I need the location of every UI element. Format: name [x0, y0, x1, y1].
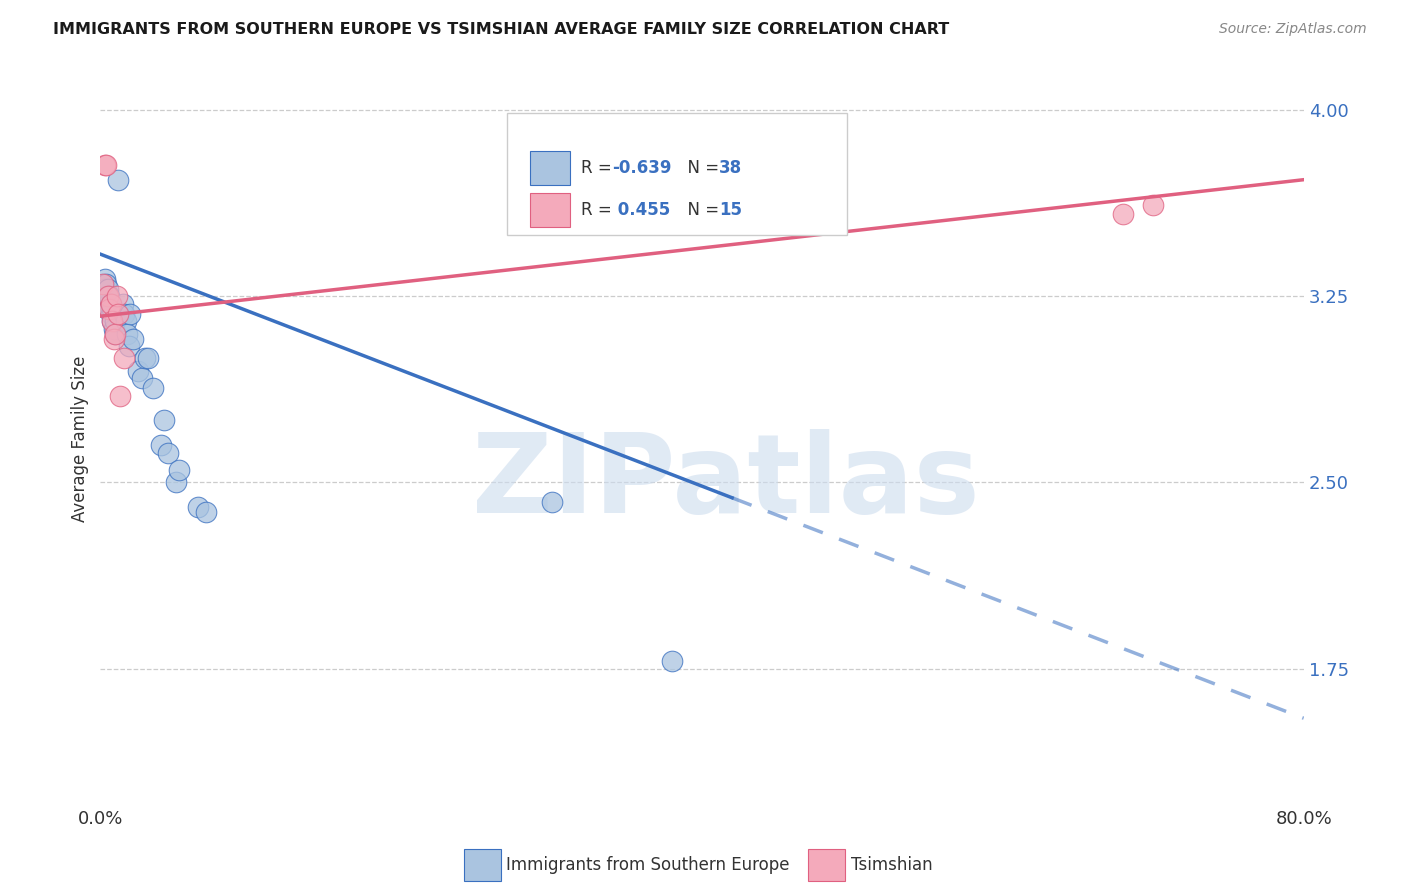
Point	[100, 297, 122, 311]
Point	[118, 339, 141, 353]
Point	[157, 445, 180, 459]
Point	[97, 297, 120, 311]
Point	[104, 326, 127, 341]
Point	[187, 500, 209, 515]
Text: 15: 15	[718, 202, 742, 219]
Point	[105, 289, 128, 303]
Point	[107, 172, 129, 186]
Text: R =: R =	[581, 160, 617, 178]
Point	[94, 272, 117, 286]
Text: ZIPatlas: ZIPatlas	[472, 429, 980, 536]
Point	[97, 282, 120, 296]
Point	[94, 158, 117, 172]
Point	[98, 301, 121, 316]
Point	[108, 388, 131, 402]
Point	[98, 289, 121, 303]
Point	[117, 326, 139, 341]
Point	[98, 301, 121, 316]
Point	[540, 495, 562, 509]
Text: N =: N =	[676, 202, 724, 219]
Point	[194, 505, 217, 519]
Text: Tsimshian: Tsimshian	[851, 856, 932, 874]
Text: 38: 38	[718, 160, 742, 178]
Text: Source: ZipAtlas.com: Source: ZipAtlas.com	[1219, 22, 1367, 37]
Point	[142, 381, 165, 395]
Point	[101, 314, 124, 328]
Y-axis label: Average Family Size: Average Family Size	[72, 356, 89, 522]
Point	[100, 307, 122, 321]
Point	[122, 332, 145, 346]
Point	[112, 351, 135, 366]
Text: IMMIGRANTS FROM SOUTHERN EUROPE VS TSIMSHIAN AVERAGE FAMILY SIZE CORRELATION CHA: IMMIGRANTS FROM SOUTHERN EUROPE VS TSIMS…	[53, 22, 949, 37]
Point	[112, 307, 135, 321]
Point	[93, 277, 115, 291]
Point	[661, 654, 683, 668]
Point	[115, 314, 138, 328]
Point	[101, 314, 124, 328]
Point	[165, 475, 187, 490]
Point	[93, 277, 115, 291]
Point	[103, 321, 125, 335]
Point	[134, 351, 156, 366]
Point	[152, 413, 174, 427]
Text: 0.455: 0.455	[612, 202, 671, 219]
Point	[127, 364, 149, 378]
Point	[94, 282, 117, 296]
Text: Immigrants from Southern Europe: Immigrants from Southern Europe	[506, 856, 790, 874]
Point	[138, 351, 160, 366]
Point	[111, 297, 134, 311]
Point	[1112, 207, 1135, 221]
Point	[101, 301, 124, 316]
Text: -0.639: -0.639	[612, 160, 672, 178]
Text: R =: R =	[581, 202, 623, 219]
Point	[120, 307, 142, 321]
Point	[107, 307, 129, 321]
Point	[96, 277, 118, 291]
Point	[100, 297, 122, 311]
Point	[96, 158, 118, 172]
Point	[149, 438, 172, 452]
Point	[167, 463, 190, 477]
Point	[131, 371, 153, 385]
Point	[104, 326, 127, 341]
Point	[103, 332, 125, 346]
Point	[96, 289, 118, 303]
Point	[97, 289, 120, 303]
Text: N =: N =	[676, 160, 724, 178]
Point	[104, 314, 127, 328]
Point	[1142, 197, 1164, 211]
